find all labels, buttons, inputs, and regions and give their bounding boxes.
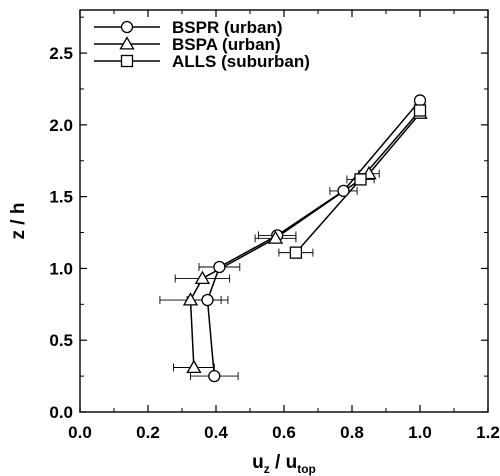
y-tick-label-2: 1.0 [49,259,73,278]
point-bspr-1 [201,293,214,307]
legend-marker-bspa [119,36,135,50]
x-tick-label-4: 0.8 [340,423,364,442]
x-tick-label-1: 0.2 [136,423,160,442]
y-axis-label: z / h [8,203,29,240]
series-lines [189,99,421,377]
series-markers [182,94,428,383]
x-tick-label-0: 0.0 [68,423,92,442]
x-tick-label-6: 1.2 [476,423,500,442]
legend: BSPR (urban)BSPA (urban)ALLS (suburban) [94,18,310,71]
y-tick-label-0: 0.0 [49,403,73,422]
axis-ticks: 0.0 0.2 0.4 0.6 0.8 1.0 1.2 0.0 0.5 1.0 1.5 2.0 2.5 [49,10,500,442]
series-line-bspr [206,99,421,377]
x-axis-label-main: u [252,452,264,473]
point-bspr-0 [208,369,221,383]
legend-label-bspr: BSPR (urban) [172,18,283,37]
x-tick-label-2: 0.4 [204,423,228,442]
legend-marker-alls [120,54,134,68]
point-bspa-2 [194,270,211,285]
x-axis-label-sub2: top [297,462,316,476]
x-axis-label: uz / utop [252,452,316,476]
x-axis-label-sub1: z [264,462,270,476]
point-alls-2 [413,104,427,117]
point-bspr-4 [337,184,350,198]
point-bspr-5 [413,94,427,107]
point-bspa-1 [182,292,199,306]
y-tick-label-5: 2.5 [49,44,73,63]
legend-label-alls: ALLS (suburban) [172,52,310,71]
legend-label-bspa: BSPA (urban) [172,35,281,54]
point-bspa-3 [267,230,284,244]
x-tick-label-3: 0.6 [272,423,296,442]
point-bspr-2 [213,260,226,274]
x-tick-label-5: 1.0 [408,423,432,442]
legend-marker-bspr [120,20,134,34]
series-line-bspa [189,112,421,368]
point-alls-1 [354,173,367,186]
y-tick-label-3: 1.5 [49,188,73,207]
y-tick-label-1: 0.5 [49,331,73,350]
y-tick-label-4: 2.0 [49,116,73,135]
point-bspa-0 [186,359,202,374]
point-alls-0 [289,246,303,259]
x-axis-label-sep: / u [270,452,297,473]
